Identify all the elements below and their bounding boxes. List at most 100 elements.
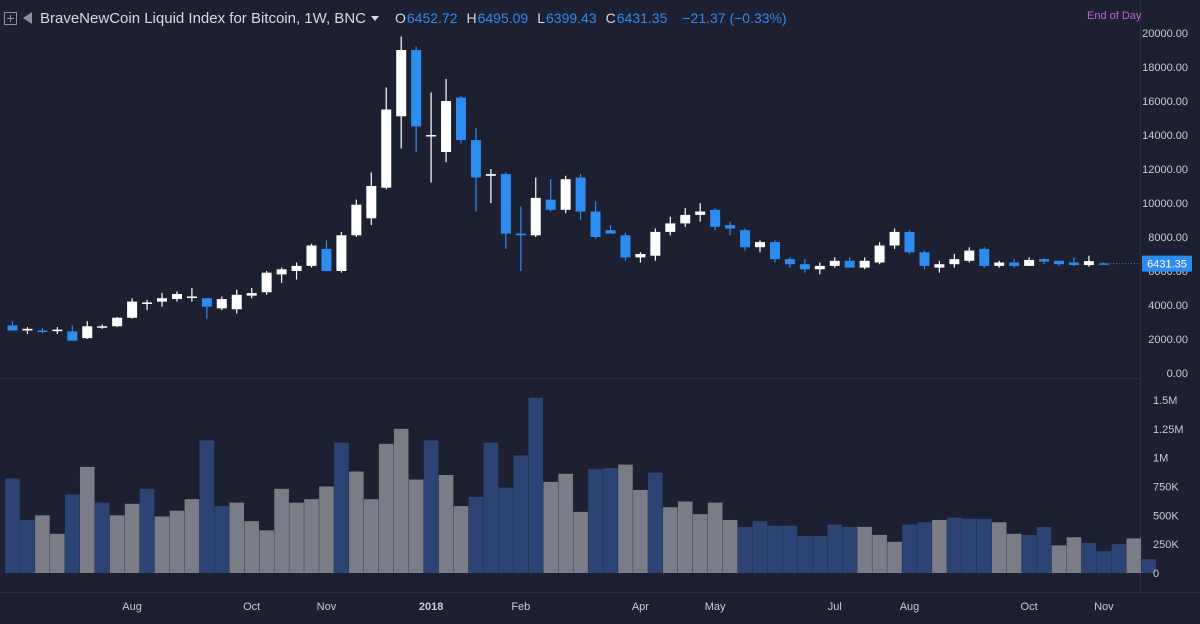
volume-bar: [349, 471, 364, 573]
candle-body: [545, 199, 556, 210]
time-tick-label: Aug: [900, 601, 920, 613]
candle-body: [695, 211, 706, 215]
open-label: O: [394, 10, 406, 26]
legend-header: BraveNewCoin Liquid Index for Bitcoin, 1…: [0, 0, 1140, 36]
volume-bar: [767, 525, 783, 573]
price-pane: [7, 36, 1109, 341]
volume-bar: [782, 525, 798, 573]
candle-body: [381, 109, 392, 188]
candle-body: [22, 328, 33, 331]
volume-bar: [588, 469, 603, 573]
volume-bar: [528, 397, 544, 573]
volume-axis[interactable]: 0 250K 500K 750K 1M 1.25M 1.5M: [1153, 395, 1184, 580]
close-label: C: [605, 10, 616, 26]
session-label[interactable]: End of Day: [1087, 10, 1142, 22]
candle-body: [949, 259, 960, 265]
candle-body: [366, 186, 377, 219]
candle-body: [485, 174, 496, 176]
close-value: 6431.35: [616, 10, 668, 26]
candle-body: [844, 260, 855, 268]
time-tick-label: Oct: [243, 601, 260, 613]
volume-tick-label: 250K: [1153, 539, 1179, 551]
candle-body: [575, 177, 586, 212]
flag-icon[interactable]: [23, 12, 32, 24]
candle-body: [590, 211, 601, 237]
candle-body: [829, 260, 840, 266]
volume-bar: [378, 443, 394, 573]
candle-body: [52, 329, 63, 332]
candle-body: [560, 179, 571, 210]
volume-bar: [677, 501, 693, 573]
volume-bar: [976, 518, 992, 573]
candle-body: [1039, 259, 1050, 262]
volume-bar: [991, 522, 1007, 573]
candle-body: [515, 233, 526, 236]
volume-bar: [244, 521, 259, 573]
volume-tick-label: 750K: [1153, 482, 1179, 494]
candle-body: [351, 204, 362, 236]
candle-body: [1009, 262, 1020, 266]
volume-bar: [543, 481, 558, 573]
candle-body: [665, 223, 676, 232]
price-tick-label: 2000.00: [1148, 334, 1188, 346]
candle-body: [874, 245, 885, 263]
candle-body: [470, 140, 481, 178]
volume-bar: [199, 440, 215, 573]
candle-body: [500, 174, 511, 234]
volume-bar: [408, 479, 424, 573]
price-axis[interactable]: 0.002000.004000.006000.008000.0010000.00…: [1142, 28, 1188, 380]
volume-bar: [319, 486, 334, 573]
candle-body: [97, 326, 108, 328]
volume-bar: [737, 526, 753, 573]
time-axis[interactable]: Aug Oct Nov 2018 Feb Apr May Jul Aug Oct Nov: [122, 601, 1114, 613]
high-label: H: [466, 10, 477, 26]
candle-body: [291, 265, 302, 271]
symbol-dropdown-caret-icon[interactable]: [370, 15, 379, 21]
candle-body: [336, 235, 347, 271]
volume-bar: [573, 511, 588, 573]
volume-bar: [334, 442, 349, 573]
symbol-title[interactable]: BraveNewCoin Liquid Index for Bitcoin, 1…: [40, 9, 366, 27]
candle-body: [7, 325, 18, 331]
volume-bar: [259, 530, 274, 573]
candle-body: [769, 242, 780, 260]
candle-body: [456, 97, 466, 141]
volume-bar: [139, 488, 155, 573]
candle-body: [784, 259, 795, 265]
candle-body: [964, 250, 975, 261]
chart-settings-icon[interactable]: [4, 11, 17, 25]
volume-bar: [872, 534, 887, 573]
volume-tick-label: 1.25M: [1153, 424, 1184, 436]
candle-body: [530, 197, 541, 236]
volume-bar: [50, 533, 65, 573]
candle-body: [814, 265, 825, 270]
volume-bar: [5, 478, 20, 573]
volume-bar: [842, 526, 857, 573]
volume-bar: [229, 502, 245, 573]
volume-bar: [468, 496, 484, 573]
time-tick-label: Nov: [1094, 601, 1114, 613]
candle-body: [1083, 261, 1094, 266]
candle-body: [859, 260, 870, 268]
low-label: L: [537, 10, 546, 26]
price-tick-label: 10000.00: [1142, 198, 1188, 210]
last-price-badge: [1142, 255, 1192, 272]
volume-bar: [857, 526, 872, 573]
candle-body: [306, 245, 317, 266]
candle-body: [426, 135, 437, 137]
volume-tick-label: 500K: [1153, 510, 1179, 522]
candle-body: [934, 264, 945, 268]
candle-body: [650, 231, 661, 256]
volume-bar: [1126, 538, 1142, 573]
candle-body: [82, 326, 93, 339]
price-tick-label: 18000.00: [1142, 62, 1188, 74]
candle-body: [441, 101, 452, 152]
volume-bar: [304, 499, 319, 573]
volume-bar: [902, 524, 917, 573]
volume-bar: [917, 522, 932, 573]
candle-body: [231, 294, 242, 310]
candle-body: [37, 330, 48, 332]
volume-bar: [633, 489, 648, 573]
